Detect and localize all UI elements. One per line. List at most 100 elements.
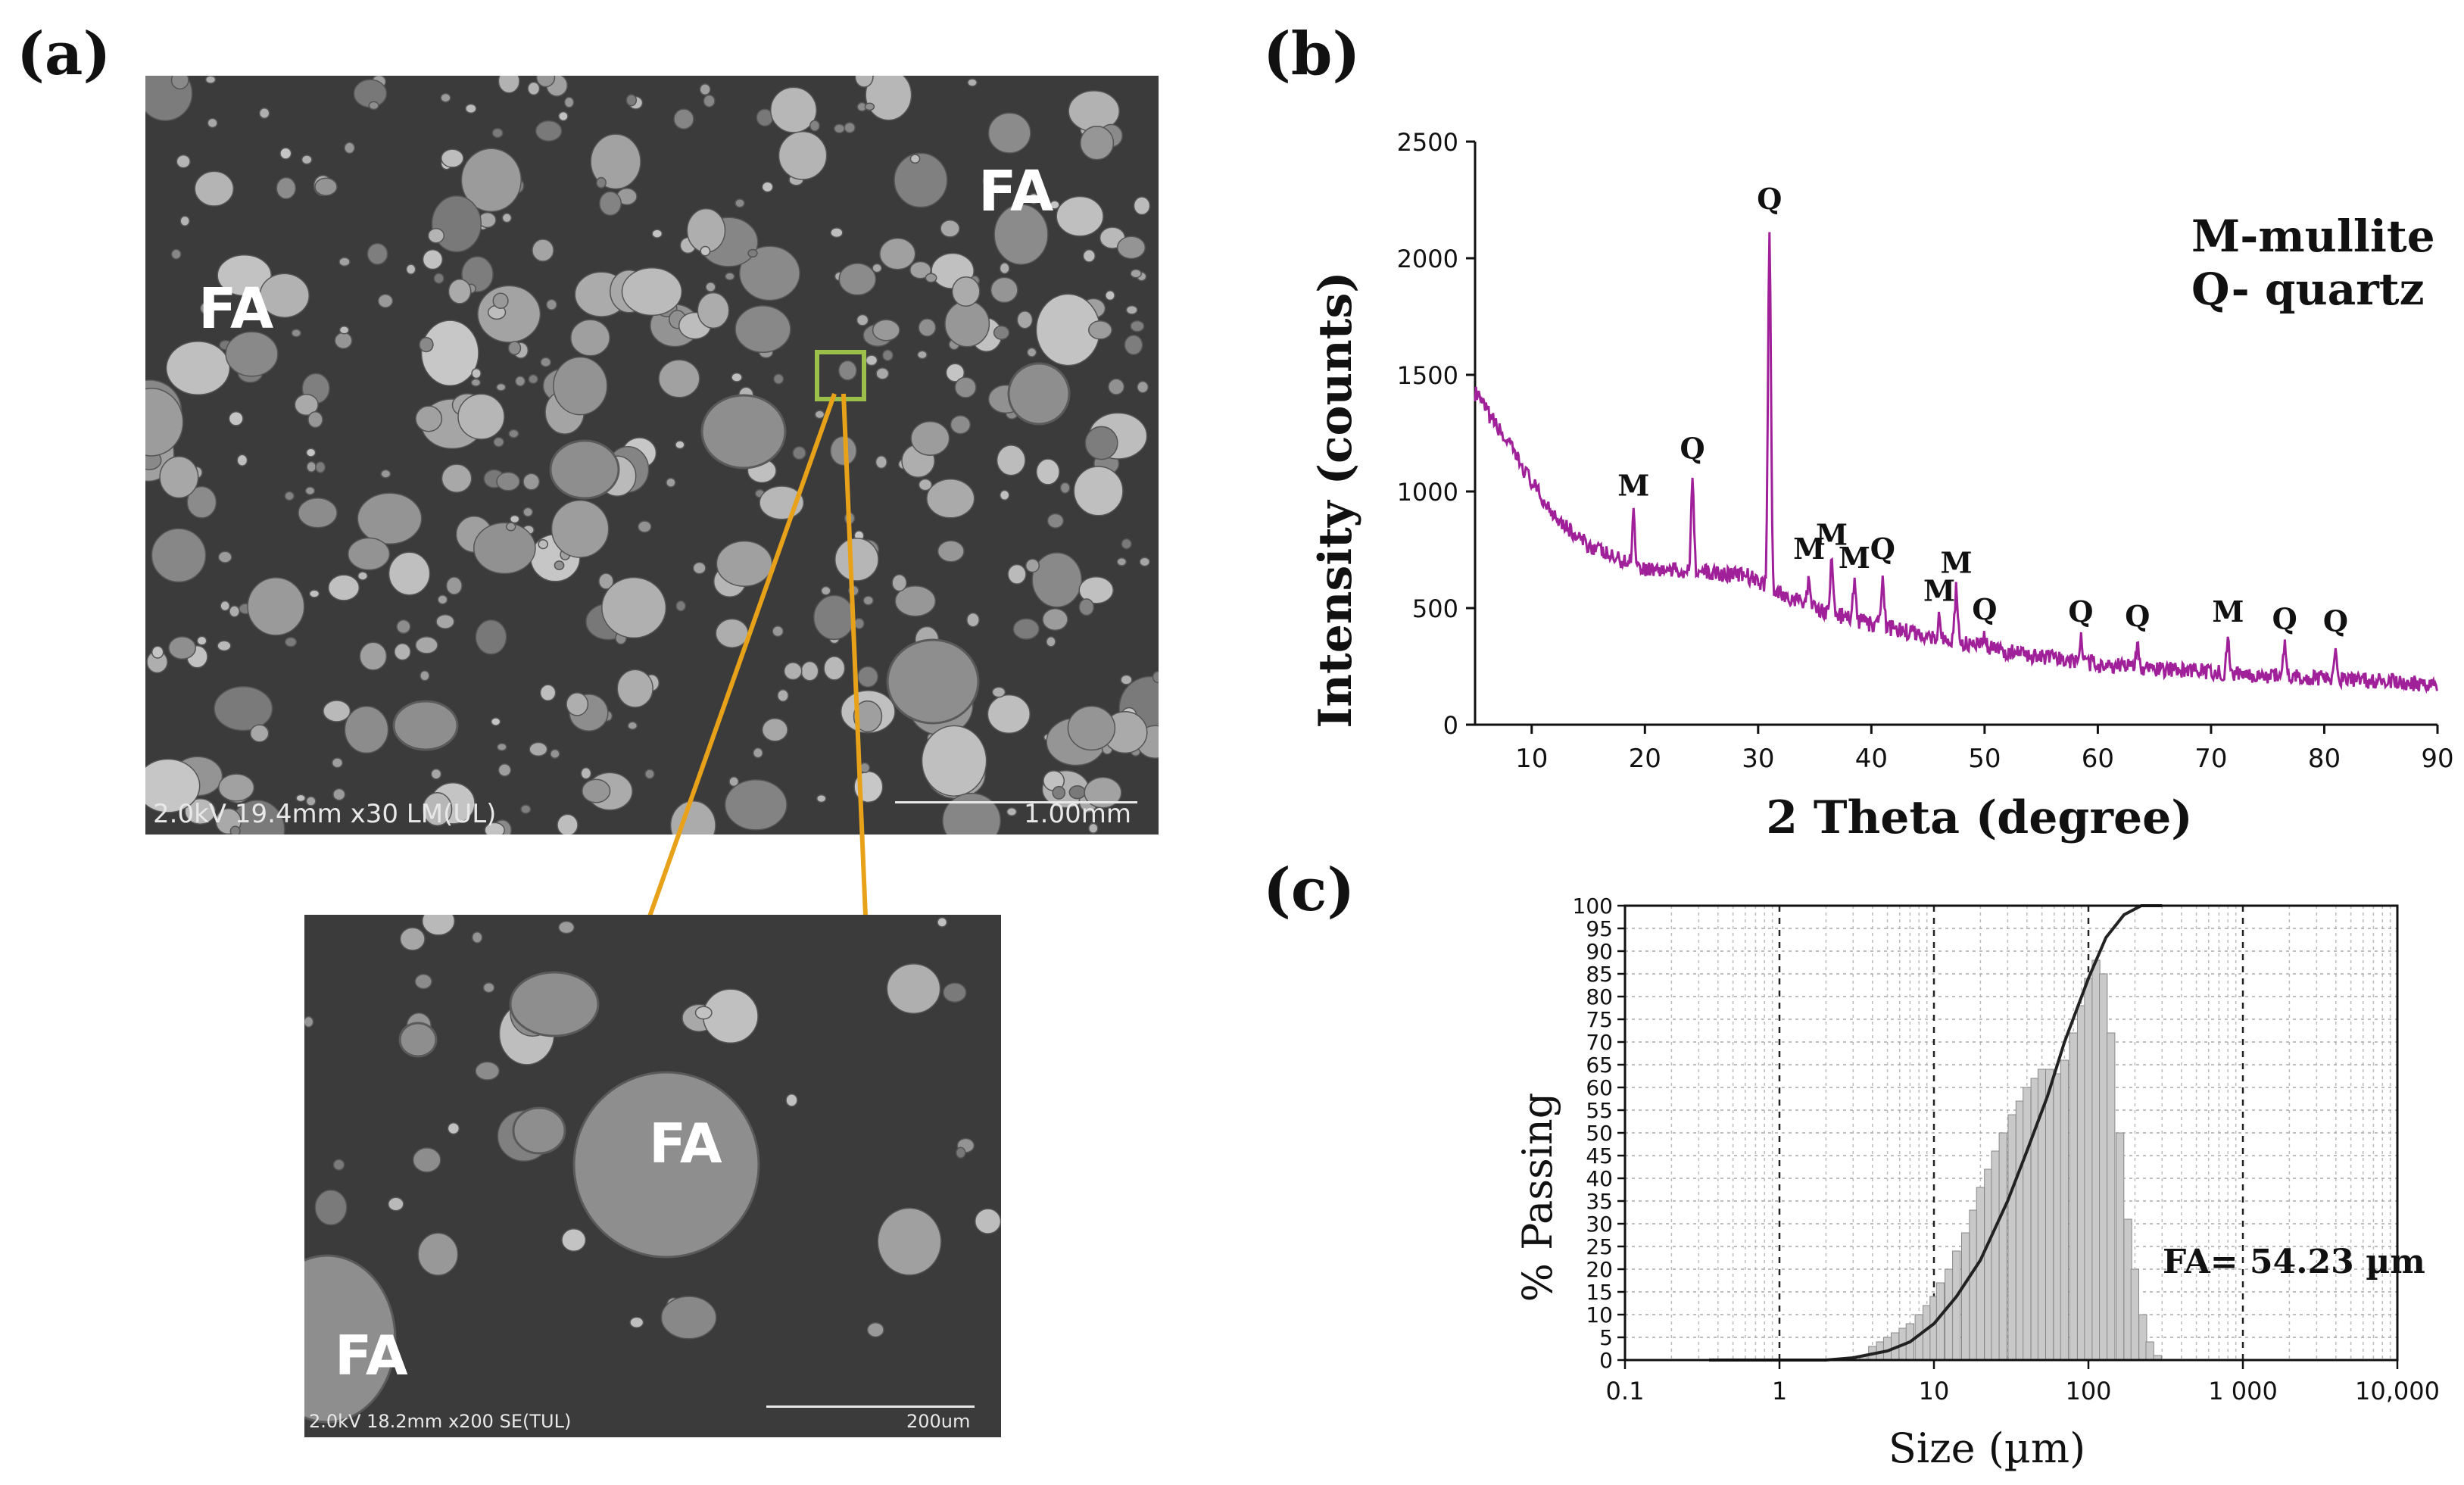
sem-large-particle bbox=[572, 1071, 760, 1259]
psd-bar bbox=[2060, 1059, 2069, 1361]
sem-particle bbox=[666, 477, 676, 488]
sem-particle bbox=[475, 619, 507, 655]
sem-particle bbox=[314, 1189, 348, 1226]
sem-particle bbox=[660, 1296, 717, 1340]
sem-particle bbox=[491, 127, 504, 139]
xrd-y-tick-label: 2000 bbox=[1397, 245, 1458, 273]
sem-particle bbox=[1007, 563, 1027, 585]
sem-particle bbox=[777, 688, 789, 703]
sem-particle bbox=[566, 692, 589, 716]
sem-particle bbox=[950, 415, 972, 435]
fa-label-center: FA bbox=[649, 1112, 722, 1175]
xrd-x-tick-label: 70 bbox=[2194, 744, 2227, 774]
sem-particle bbox=[1137, 380, 1149, 394]
sem-particle bbox=[435, 613, 455, 629]
sem-particle bbox=[276, 176, 297, 200]
sem-particle bbox=[558, 920, 575, 934]
sem-particle bbox=[865, 354, 878, 367]
psd-chart: 0510152025303540455055606570758085909510… bbox=[1514, 894, 2440, 1472]
sem-particle bbox=[769, 86, 818, 133]
sem-particle bbox=[448, 278, 472, 304]
psd-bar bbox=[1984, 1168, 1993, 1361]
sem-particle bbox=[864, 102, 875, 111]
sem-particle bbox=[470, 378, 482, 387]
sem-particle bbox=[747, 248, 758, 258]
sem-particle bbox=[388, 551, 431, 596]
psd-y-tick-label: 45 bbox=[1586, 1143, 1613, 1168]
psd-bar bbox=[1998, 1132, 2007, 1361]
sem-image-high-mag: FA FA 2.0kV 18.2mm x200 SE(TUL) 200um bbox=[304, 915, 1001, 1437]
psd-y-tick-label: 60 bbox=[1586, 1075, 1613, 1100]
sem-particle bbox=[558, 111, 569, 122]
sem-particle bbox=[465, 103, 477, 114]
sem-particle bbox=[823, 656, 846, 681]
sem-particle bbox=[563, 96, 575, 108]
sem-particle bbox=[501, 213, 513, 223]
sem-particle bbox=[249, 724, 270, 743]
psd-bar bbox=[2084, 978, 2093, 1361]
sem-particle bbox=[993, 204, 1049, 265]
sem-particle bbox=[813, 594, 856, 641]
sem-particle bbox=[1088, 320, 1112, 340]
sem-particle bbox=[761, 181, 774, 193]
sem-particle bbox=[879, 237, 916, 270]
sem-particle bbox=[417, 1232, 459, 1276]
psd-y-tick-label: 25 bbox=[1586, 1234, 1613, 1259]
sem-particle bbox=[1046, 513, 1065, 529]
sem-particle bbox=[1016, 310, 1034, 329]
psd-y-tick-label: 50 bbox=[1586, 1121, 1613, 1146]
psd-bar bbox=[2007, 1114, 2016, 1361]
sem-particle bbox=[987, 694, 1031, 734]
psd-bar bbox=[2015, 1100, 2025, 1361]
sem-particle bbox=[891, 573, 907, 592]
sem-particle bbox=[937, 540, 965, 563]
sem-particle bbox=[966, 612, 980, 628]
sem-particle bbox=[844, 122, 856, 134]
sem-particle bbox=[538, 538, 548, 550]
sem-particle bbox=[856, 314, 869, 326]
sem-particle bbox=[307, 410, 323, 429]
xrd-series-line bbox=[1474, 232, 2438, 694]
sem-particle bbox=[675, 600, 686, 612]
zoom-selection-box bbox=[815, 350, 866, 401]
sem-particle bbox=[471, 367, 482, 379]
sem-particle bbox=[942, 792, 1002, 835]
sem-particle bbox=[348, 537, 391, 571]
sem-particle bbox=[496, 472, 520, 491]
sem-particle bbox=[1130, 268, 1142, 279]
psd-annotation: FA= 54.23 µm bbox=[2163, 1243, 2425, 1281]
sem-particle bbox=[520, 804, 532, 814]
xrd-peak-label: Q bbox=[2125, 599, 2150, 633]
sem-particle bbox=[951, 276, 981, 307]
zoom-sem-info-text: 2.0kV 18.2mm x200 SE(TUL) bbox=[309, 1411, 572, 1432]
sem-particle bbox=[445, 576, 463, 595]
sem-particle bbox=[853, 617, 865, 629]
psd-y-tick-label: 40 bbox=[1586, 1166, 1613, 1191]
sem-particle bbox=[918, 318, 937, 337]
sem-particle bbox=[427, 227, 445, 244]
sem-particle bbox=[703, 94, 716, 108]
sem-particle bbox=[783, 662, 803, 681]
sem-particle bbox=[1073, 466, 1124, 516]
sem-particle bbox=[792, 446, 806, 460]
sem-particle bbox=[814, 410, 825, 420]
sem-particle bbox=[170, 76, 189, 90]
sem-particle bbox=[1067, 705, 1116, 751]
sem-particle bbox=[580, 767, 592, 780]
psd-y-tick-label: 10 bbox=[1586, 1302, 1613, 1327]
sem-particle bbox=[872, 263, 883, 273]
sem-particle bbox=[535, 76, 556, 88]
sem-particle bbox=[877, 1207, 942, 1276]
sem-particle bbox=[644, 769, 655, 779]
sem-particle bbox=[1105, 290, 1115, 301]
xrd-x-tick-label: 80 bbox=[2308, 744, 2341, 774]
sem-particle bbox=[621, 267, 683, 317]
sem-particle bbox=[875, 455, 887, 470]
sem-particle bbox=[857, 666, 879, 688]
sem-particle bbox=[433, 273, 444, 284]
sem-particle bbox=[447, 1122, 460, 1135]
sem-particle bbox=[529, 741, 548, 757]
sem-particle bbox=[1125, 304, 1138, 315]
sem-particle bbox=[1116, 557, 1128, 566]
psd-bar bbox=[1969, 1209, 1978, 1361]
